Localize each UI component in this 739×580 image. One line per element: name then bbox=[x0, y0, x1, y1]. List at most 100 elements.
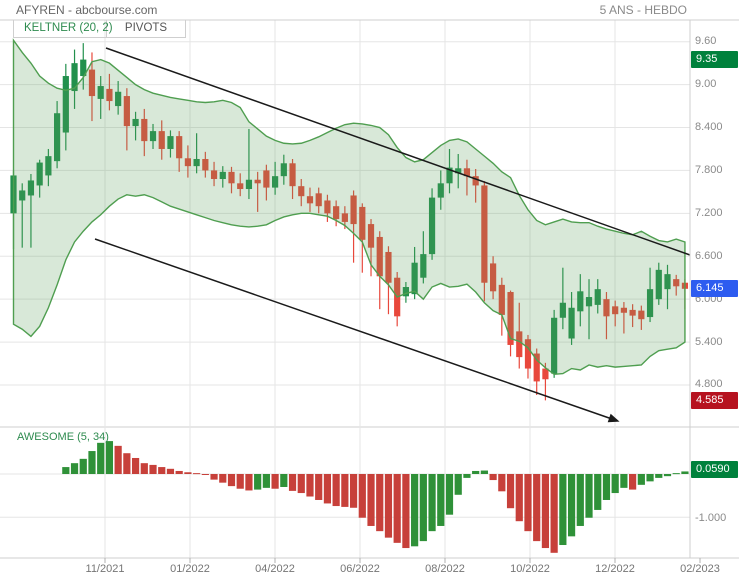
ao-bar bbox=[62, 467, 70, 474]
ao-bar bbox=[585, 474, 593, 518]
ao-bar bbox=[114, 445, 122, 474]
ao-bar bbox=[149, 464, 157, 474]
y-axis-label: 9.00 bbox=[695, 78, 717, 91]
x-axis-label: 04/2022 bbox=[255, 563, 295, 575]
ao-bar bbox=[594, 474, 602, 510]
x-axis-label: 08/2022 bbox=[425, 563, 465, 575]
ao-bar bbox=[620, 474, 628, 488]
ao-bar bbox=[349, 474, 358, 508]
ao-bar bbox=[480, 470, 488, 474]
x-axis-label: 02/2023 bbox=[680, 563, 720, 575]
ao-bar bbox=[105, 441, 114, 474]
trendline-2 bbox=[94, 238, 613, 420]
ao-bar bbox=[193, 473, 201, 475]
ao-bar bbox=[358, 474, 366, 518]
ao-bar bbox=[271, 474, 279, 489]
keltner-band-area bbox=[12, 38, 686, 375]
ao-bar bbox=[210, 474, 218, 480]
ao-bar bbox=[166, 468, 175, 474]
ao-bar bbox=[402, 474, 410, 549]
ao-bar bbox=[550, 474, 558, 553]
ao-bar bbox=[315, 474, 323, 500]
y-axis-label: 9.60 bbox=[695, 35, 717, 48]
ao-bar bbox=[184, 472, 192, 474]
x-axis-label: 11/2021 bbox=[85, 563, 125, 575]
instrument-title: AFYREN - abcbourse.com bbox=[16, 3, 158, 17]
ao-bar bbox=[515, 474, 523, 522]
ao-bar bbox=[489, 474, 497, 481]
ao-bar bbox=[559, 474, 567, 546]
ao-bar bbox=[498, 474, 506, 492]
osc-axis-label: -1.000 bbox=[695, 511, 727, 524]
ao-bar bbox=[419, 474, 427, 542]
ao-bar bbox=[629, 474, 637, 490]
ao-bar bbox=[254, 474, 262, 490]
ao-bar bbox=[681, 471, 689, 474]
period-high-badge: 9.35 bbox=[691, 51, 738, 69]
ao-bar bbox=[175, 470, 183, 474]
ao-bar bbox=[201, 474, 209, 475]
ao-bar bbox=[428, 474, 436, 532]
ao-bar bbox=[341, 474, 349, 507]
ao-bar bbox=[445, 474, 454, 515]
oscillator-label: AWESOME (5, 34) bbox=[17, 431, 109, 443]
ao-bar bbox=[541, 474, 550, 549]
ao-bar bbox=[506, 474, 515, 509]
tab-keltner[interactable]: KELTNER (20, 2) bbox=[14, 20, 113, 37]
ao-bar bbox=[411, 474, 419, 547]
ao-bar bbox=[393, 474, 401, 543]
ao-bar bbox=[524, 474, 532, 532]
x-axis-label: 10/2022 bbox=[510, 563, 550, 575]
ao-bar bbox=[611, 474, 619, 494]
ao-bar bbox=[70, 463, 79, 474]
y-axis-label: 7.800 bbox=[695, 163, 723, 176]
y-axis-label: 4.800 bbox=[695, 378, 723, 391]
ao-bar bbox=[236, 474, 244, 489]
ao-value-badge: 0.0590 bbox=[691, 460, 738, 478]
ao-bar bbox=[567, 474, 576, 537]
ao-bar bbox=[79, 458, 87, 474]
ao-bar bbox=[655, 474, 663, 478]
ao-bar bbox=[280, 474, 288, 487]
indicator-tabs: KELTNER (20, 2) PIVOTS bbox=[13, 20, 186, 38]
ao-bar bbox=[663, 474, 672, 477]
y-axis-label: 5.400 bbox=[695, 335, 723, 348]
y-axis-label: 8.400 bbox=[695, 121, 723, 134]
last-price-badge: 6.145 bbox=[691, 280, 738, 298]
ao-bar bbox=[332, 474, 340, 507]
x-axis-label: 06/2022 bbox=[340, 563, 380, 575]
ao-bar bbox=[97, 442, 105, 474]
trendline-arrowhead bbox=[607, 413, 620, 423]
ao-bar bbox=[463, 474, 471, 478]
ao-bar bbox=[323, 474, 332, 504]
y-axis-label: 6.600 bbox=[695, 249, 723, 262]
awesome-oscillator-series bbox=[62, 441, 689, 553]
ao-bar bbox=[376, 474, 384, 532]
period-low-badge: 4.585 bbox=[691, 391, 738, 409]
trendline-1 bbox=[105, 47, 691, 256]
period-label: 5 ANS - HEBDO bbox=[599, 3, 687, 17]
ao-bar bbox=[646, 474, 654, 482]
ao-bar bbox=[533, 474, 541, 542]
ao-bar bbox=[288, 474, 297, 491]
x-axis-label: 01/2022 bbox=[170, 563, 210, 575]
x-axis-label: 12/2022 bbox=[595, 563, 635, 575]
tab-pivots[interactable]: PIVOTS bbox=[124, 22, 168, 34]
ao-bar bbox=[297, 474, 305, 494]
ao-bar bbox=[140, 463, 148, 474]
ao-bar bbox=[437, 474, 445, 526]
ao-bar bbox=[123, 453, 131, 474]
ao-bar bbox=[219, 474, 227, 483]
ao-bar bbox=[602, 474, 611, 500]
y-axis-label: 7.200 bbox=[695, 206, 723, 219]
ao-bar bbox=[131, 457, 140, 474]
ao-bar bbox=[306, 474, 314, 497]
ao-bar bbox=[384, 474, 393, 538]
ao-bar bbox=[227, 474, 236, 487]
ao-bar bbox=[367, 474, 375, 526]
ao-bar bbox=[576, 474, 584, 526]
ao-bar bbox=[88, 451, 96, 474]
ao-bar bbox=[262, 474, 270, 488]
